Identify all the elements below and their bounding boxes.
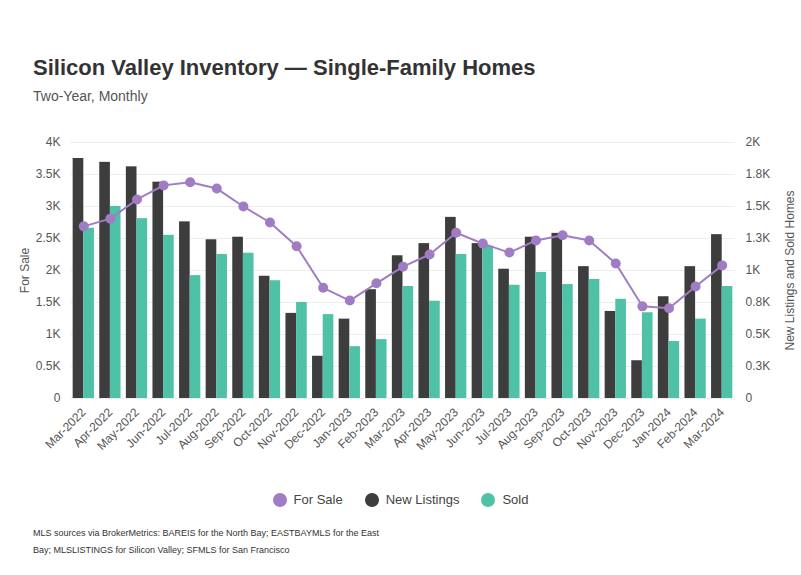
svg-text:Dec-2022: Dec-2022 <box>281 405 328 452</box>
svg-text:Jan-2023: Jan-2023 <box>309 405 355 451</box>
svg-text:Aug-2023: Aug-2023 <box>494 405 541 452</box>
svg-text:0.5K: 0.5K <box>36 359 61 373</box>
svg-text:0.8K: 0.8K <box>746 295 771 309</box>
svg-text:1.3K: 1.3K <box>746 231 771 245</box>
html-text:Sold: Sold <box>502 492 529 507</box>
html-text:For Sale: For Sale <box>293 492 343 507</box>
svg-text:0.5K: 0.5K <box>746 327 771 341</box>
svg-text:May-2022: May-2022 <box>94 405 142 453</box>
svg-text:Dec-2023: Dec-2023 <box>600 405 648 452</box>
svg-text:Apr-2023: Apr-2023 <box>389 405 435 451</box>
svg-text:2K: 2K <box>46 263 61 277</box>
svg-text:Oct-2022: Oct-2022 <box>230 405 275 451</box>
svg-text:0: 0 <box>746 391 753 405</box>
svg-text:0: 0 <box>54 391 61 405</box>
svg-text:3K: 3K <box>46 199 61 213</box>
svg-text:Jul-2022: Jul-2022 <box>152 405 195 448</box>
svg-text:4K: 4K <box>46 135 61 149</box>
svg-text:Aug-2022: Aug-2022 <box>174 405 222 452</box>
svg-text:Sep-2023: Sep-2023 <box>520 405 568 452</box>
svg-text:May-2023: May-2023 <box>413 405 461 453</box>
svg-text:2.5K: 2.5K <box>36 231 61 245</box>
html-text:Silicon Valley Inventory — Sin: Silicon Valley Inventory — Single-Family… <box>33 55 536 80</box>
svg-text:Jan-2024: Jan-2024 <box>628 405 674 451</box>
html-text:Bay; MLSLISTINGS for Silicon V: Bay; MLSLISTINGS for Silicon Valley; SFM… <box>33 545 290 555</box>
svg-text:Feb-2024: Feb-2024 <box>654 405 701 452</box>
svg-text:3.5K: 3.5K <box>36 167 61 181</box>
svg-text:Oct-2023: Oct-2023 <box>549 405 594 451</box>
svg-text:Jun-2022: Jun-2022 <box>123 405 169 451</box>
svg-text:1K: 1K <box>46 327 61 341</box>
html-text:New Listings: New Listings <box>385 492 460 507</box>
svg-text:1.5K: 1.5K <box>746 199 771 213</box>
html-text:Two-Year, Monthly: Two-Year, Monthly <box>33 88 148 104</box>
html-text:MLS sources via BrokerMetrics:: MLS sources via BrokerMetrics: BAREIS fo… <box>33 528 379 538</box>
svg-text:Mar-2024: Mar-2024 <box>681 405 727 451</box>
svg-text:1K: 1K <box>746 263 761 277</box>
svg-text:2K: 2K <box>746 135 761 149</box>
svg-text:Nov-2023: Nov-2023 <box>573 405 621 452</box>
svg-text:Sep-2022: Sep-2022 <box>201 405 249 452</box>
svg-text:Jul-2023: Jul-2023 <box>471 405 515 448</box>
svg-text:Jun-2023: Jun-2023 <box>442 405 488 451</box>
svg-text:For Sale: For Sale <box>18 248 32 294</box>
svg-text:Feb-2023: Feb-2023 <box>335 405 382 452</box>
svg-text:0.3K: 0.3K <box>746 359 771 373</box>
svg-text:1.5K: 1.5K <box>36 295 61 309</box>
svg-text:Mar-2022: Mar-2022 <box>42 405 89 452</box>
svg-text:Nov-2022: Nov-2022 <box>254 405 302 452</box>
svg-text:Mar-2023: Mar-2023 <box>361 405 408 452</box>
svg-text:New Listings and Sold Homes: New Listings and Sold Homes <box>783 190 797 350</box>
svg-text:Apr-2022: Apr-2022 <box>70 405 116 451</box>
svg-text:1.8K: 1.8K <box>746 167 771 181</box>
